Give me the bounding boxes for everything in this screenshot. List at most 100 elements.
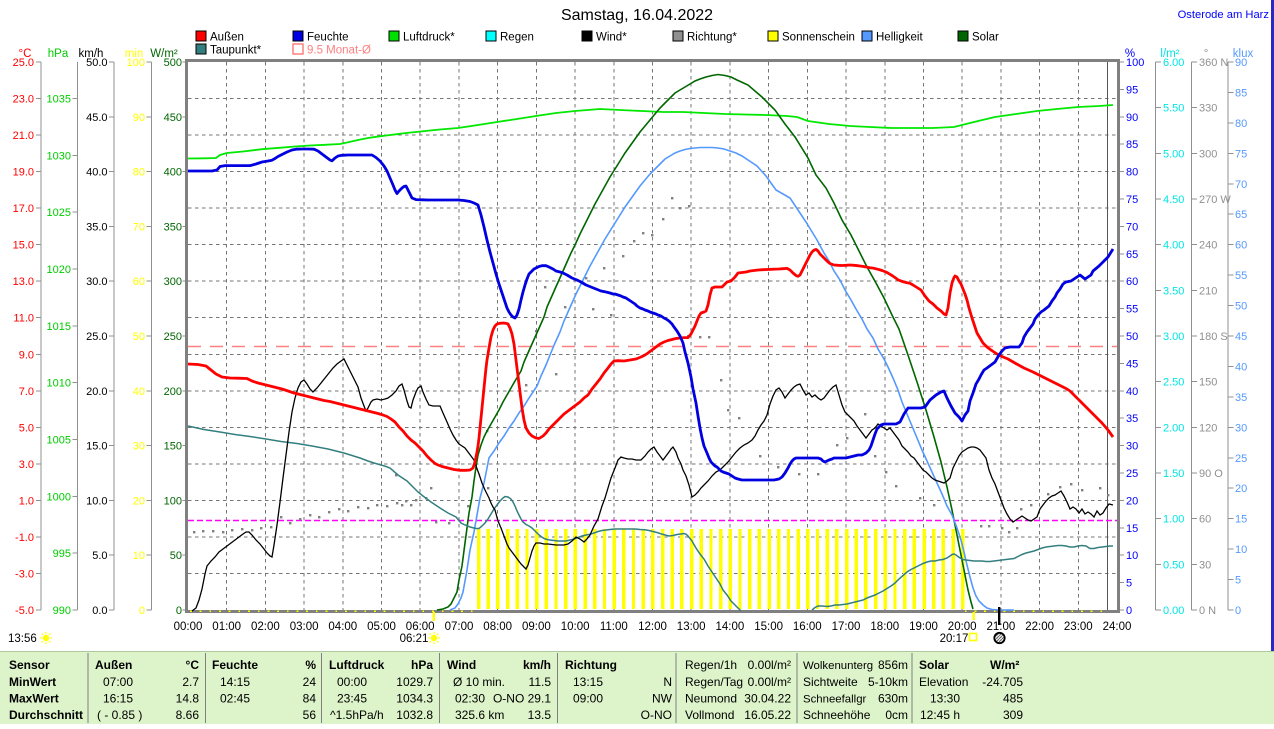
svg-text:15: 15	[1235, 514, 1247, 526]
svg-text:10: 10	[1235, 544, 1247, 556]
svg-text:06:00: 06:00	[406, 621, 435, 633]
svg-text:Helligkeit: Helligkeit	[876, 32, 923, 44]
svg-text:5.0: 5.0	[92, 550, 107, 562]
svg-text:150: 150	[164, 441, 182, 453]
svg-text:0.50: 0.50	[1163, 559, 1184, 571]
svg-text:0.00l/m²: 0.00l/m²	[748, 658, 791, 672]
svg-text:16:00: 16:00	[793, 621, 822, 633]
svg-text:17:00: 17:00	[832, 621, 861, 633]
svg-text:09:00: 09:00	[573, 692, 603, 706]
svg-text:Feuchte: Feuchte	[307, 32, 349, 44]
svg-text:5.0: 5.0	[19, 422, 34, 434]
svg-text:19:00: 19:00	[909, 621, 938, 633]
svg-text:Ø 10 min.: Ø 10 min.	[453, 675, 505, 689]
svg-text:18:00: 18:00	[870, 621, 899, 633]
svg-text:11.5: 11.5	[529, 675, 552, 689]
svg-text:25.0: 25.0	[13, 57, 34, 69]
svg-text:990: 990	[53, 605, 71, 617]
svg-text:Regen/1h: Regen/1h	[685, 658, 737, 672]
svg-text:1035: 1035	[47, 94, 71, 106]
svg-text:14:15: 14:15	[220, 675, 250, 689]
svg-text:35: 35	[1126, 413, 1138, 425]
svg-text:450: 450	[164, 112, 182, 124]
svg-text:240: 240	[1199, 240, 1217, 252]
svg-text:60: 60	[1126, 276, 1138, 288]
svg-text:15:00: 15:00	[754, 621, 783, 633]
svg-text:55: 55	[1235, 270, 1247, 282]
svg-text:100: 100	[1126, 57, 1144, 69]
svg-text:65: 65	[1126, 249, 1138, 261]
svg-text:5: 5	[1126, 578, 1132, 590]
svg-text:08:00: 08:00	[483, 621, 512, 633]
svg-text:19.0: 19.0	[13, 167, 34, 179]
svg-text:50: 50	[1126, 331, 1138, 343]
svg-text:20: 20	[133, 495, 145, 507]
svg-text:30.04.22: 30.04.22	[744, 692, 791, 706]
svg-text:0.00: 0.00	[1163, 605, 1184, 617]
svg-text:35.0: 35.0	[86, 221, 107, 233]
svg-text:1000: 1000	[47, 491, 71, 503]
svg-text:1.0: 1.0	[19, 495, 34, 507]
svg-text:9.0: 9.0	[19, 349, 34, 361]
svg-text:25: 25	[1235, 453, 1247, 465]
svg-text:50: 50	[133, 331, 145, 343]
svg-text:270 W: 270 W	[1199, 194, 1231, 206]
svg-text:30: 30	[133, 441, 145, 453]
svg-text:03:00: 03:00	[290, 621, 319, 633]
svg-text:l/m²: l/m²	[1160, 48, 1179, 60]
svg-text:5.00: 5.00	[1163, 148, 1184, 160]
svg-text:°C: °C	[19, 48, 32, 60]
svg-text:45.0: 45.0	[86, 112, 107, 124]
svg-text:30.0: 30.0	[86, 276, 107, 288]
svg-text:9.5 Monat-Ø: 9.5 Monat-Ø	[307, 45, 371, 57]
svg-text:07:00: 07:00	[103, 675, 133, 689]
svg-text:Elevation: Elevation	[919, 675, 968, 689]
svg-text:0: 0	[139, 605, 145, 617]
svg-text:1030: 1030	[47, 150, 71, 162]
svg-text:Feuchte: Feuchte	[212, 658, 258, 672]
svg-text:0 N: 0 N	[1199, 605, 1216, 617]
svg-text:80: 80	[1126, 167, 1138, 179]
svg-text:Regen: Regen	[500, 32, 534, 44]
svg-text:Sonnenschein: Sonnenschein	[782, 32, 855, 44]
svg-text:60: 60	[133, 276, 145, 288]
svg-text:02:30: 02:30	[455, 692, 485, 706]
svg-text:0: 0	[1126, 605, 1132, 617]
svg-text:00:00: 00:00	[337, 675, 367, 689]
svg-text:30: 30	[1199, 559, 1211, 571]
svg-text:06:21: 06:21	[400, 633, 429, 645]
svg-text:3.50: 3.50	[1163, 285, 1184, 297]
svg-text:%: %	[305, 658, 316, 672]
svg-text:02:45: 02:45	[220, 692, 250, 706]
svg-text:80: 80	[1235, 118, 1247, 130]
svg-text:Solar: Solar	[972, 32, 999, 44]
svg-text:120: 120	[1199, 422, 1217, 434]
svg-text:NW: NW	[652, 692, 673, 706]
svg-text:20:00: 20:00	[948, 621, 977, 633]
svg-text:1.50: 1.50	[1163, 468, 1184, 480]
svg-text:km/h: km/h	[523, 658, 551, 672]
svg-text:0.00l/m²: 0.00l/m²	[748, 675, 791, 689]
svg-text:15.0: 15.0	[86, 441, 107, 453]
svg-text:1025: 1025	[47, 207, 71, 219]
svg-text:40: 40	[133, 386, 145, 398]
svg-text:4.50: 4.50	[1163, 194, 1184, 206]
svg-text:7.0: 7.0	[19, 386, 34, 398]
svg-text:0: 0	[1235, 605, 1241, 617]
svg-text:-5.0: -5.0	[15, 605, 34, 617]
svg-text:100: 100	[164, 495, 182, 507]
svg-text:13:56: 13:56	[8, 633, 37, 645]
svg-text:Durchschnitt: Durchschnitt	[9, 708, 83, 722]
svg-text:1005: 1005	[47, 435, 71, 447]
svg-text:21:00: 21:00	[987, 621, 1016, 633]
svg-text:2.7: 2.7	[182, 675, 199, 689]
svg-text:-1.0: -1.0	[15, 532, 34, 544]
svg-text:2.00: 2.00	[1163, 422, 1184, 434]
svg-text:Osterode am Harz: Osterode am Harz	[1178, 9, 1270, 21]
svg-text:0cm: 0cm	[885, 708, 908, 722]
svg-text:300: 300	[164, 276, 182, 288]
svg-text:1020: 1020	[47, 264, 71, 276]
svg-text:325.6 km: 325.6 km	[455, 708, 504, 722]
svg-text:10: 10	[133, 550, 145, 562]
svg-text:50: 50	[170, 550, 182, 562]
